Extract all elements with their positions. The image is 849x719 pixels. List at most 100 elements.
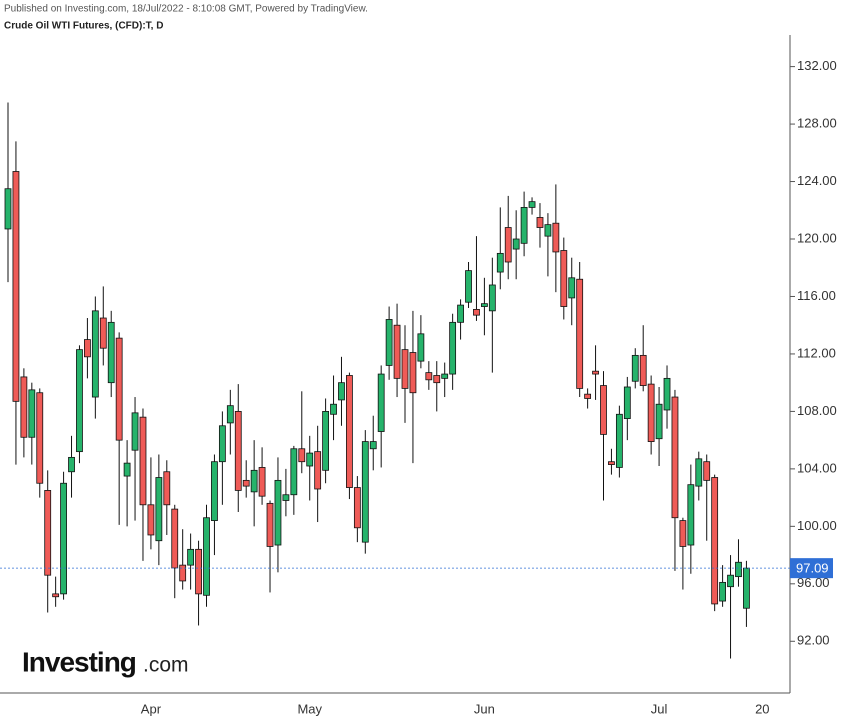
logo-brand: Investing	[22, 646, 136, 677]
candle-body	[139, 416, 147, 506]
candle-body	[401, 349, 409, 389]
candle-body	[687, 484, 695, 546]
candle-body	[584, 393, 592, 399]
candle-body	[76, 349, 83, 453]
candle-body	[258, 467, 266, 497]
candle-body	[338, 382, 345, 401]
candle-body	[282, 494, 290, 501]
candle-body	[36, 392, 44, 484]
x-tick-label: Jul	[651, 701, 668, 716]
y-tick-label: 104.00	[797, 460, 837, 475]
candle-body	[44, 490, 52, 576]
candle-body	[12, 171, 20, 402]
header: Published on Investing.com, 18/Jul/2022 …	[4, 4, 368, 15]
last-price-label: 97.09	[796, 561, 829, 576]
candle-body	[346, 375, 353, 488]
candle-body	[211, 461, 218, 521]
candle-body	[449, 321, 457, 375]
candle-body	[107, 321, 115, 384]
candle-body	[171, 508, 179, 569]
x-tick-label: Apr	[141, 701, 162, 716]
candle-body	[250, 469, 258, 493]
candle-body	[504, 227, 512, 263]
candle-body	[330, 403, 337, 415]
candle-body	[385, 319, 393, 366]
candle-body	[195, 548, 202, 595]
candle-body	[496, 252, 504, 273]
candle-body	[393, 324, 401, 379]
candle-body	[623, 386, 631, 419]
y-tick-label: 92.00	[797, 633, 830, 648]
candle-body	[4, 188, 12, 230]
candle-body	[735, 561, 742, 578]
last-price-box	[790, 558, 833, 579]
candle-body	[187, 548, 195, 566]
candle-body	[131, 412, 139, 451]
candle-body	[703, 461, 711, 481]
candle-body	[433, 375, 441, 384]
candle-body	[473, 309, 480, 316]
candle-body	[695, 458, 703, 487]
candle-body	[512, 238, 520, 250]
candle-body	[743, 567, 750, 609]
candle-body	[441, 373, 449, 379]
candle-body	[60, 482, 67, 595]
candle-body	[544, 224, 552, 237]
candle-body	[568, 277, 576, 299]
candle-body	[639, 354, 647, 386]
y-tick-label: 124.00	[797, 173, 837, 188]
candle-body	[314, 451, 322, 490]
candle-body	[425, 372, 433, 381]
candle-body	[20, 376, 28, 438]
candle-body	[528, 201, 536, 208]
candle-body	[147, 504, 155, 536]
candle-body	[600, 385, 607, 435]
chart-title: Crude Oil WTI Futures, (CFD):T, D	[4, 21, 163, 32]
candle-body	[719, 581, 726, 602]
candle-body	[647, 383, 655, 442]
candle-body	[592, 370, 599, 375]
candle-body	[179, 564, 187, 582]
candle-body	[711, 477, 719, 605]
candle-body	[536, 217, 544, 228]
candle-body	[234, 411, 242, 491]
y-tick-label: 112.00	[797, 345, 836, 360]
y-tick-label: 96.00	[797, 575, 830, 590]
y-tick-label: 120.00	[797, 230, 837, 245]
candle-body	[655, 403, 663, 440]
y-tick-label: 128.00	[797, 116, 837, 131]
candle-body	[377, 373, 385, 432]
candle-body	[203, 517, 210, 596]
candle-body	[608, 461, 615, 465]
candle-body	[480, 303, 488, 307]
candle-body	[266, 502, 274, 547]
x-tick-label: 20	[755, 701, 769, 716]
candle-body	[115, 337, 123, 441]
candle-body	[242, 479, 250, 487]
candle-body	[306, 452, 314, 467]
candle-body	[488, 284, 496, 312]
candle-body	[353, 487, 361, 529]
candle-body	[84, 339, 91, 358]
candle-body	[671, 396, 679, 519]
candle-body	[68, 456, 75, 473]
candle-body	[123, 462, 131, 477]
candle-body	[615, 413, 623, 468]
y-tick-label: 132.00	[797, 58, 837, 73]
candle-body	[457, 304, 464, 323]
y-tick-label: 108.00	[797, 403, 837, 418]
candle-body	[99, 317, 107, 349]
candle-body	[409, 352, 417, 394]
candle-body	[226, 405, 234, 424]
candle-body	[417, 333, 425, 362]
candle-body	[576, 278, 584, 389]
y-tick-label: 116.00	[797, 288, 836, 303]
candle-body	[290, 448, 298, 496]
candle-body	[520, 207, 528, 244]
candle-body	[274, 479, 282, 546]
candle-body	[369, 441, 377, 450]
x-tick-label: Jun	[474, 701, 495, 716]
candle-body	[552, 222, 560, 253]
